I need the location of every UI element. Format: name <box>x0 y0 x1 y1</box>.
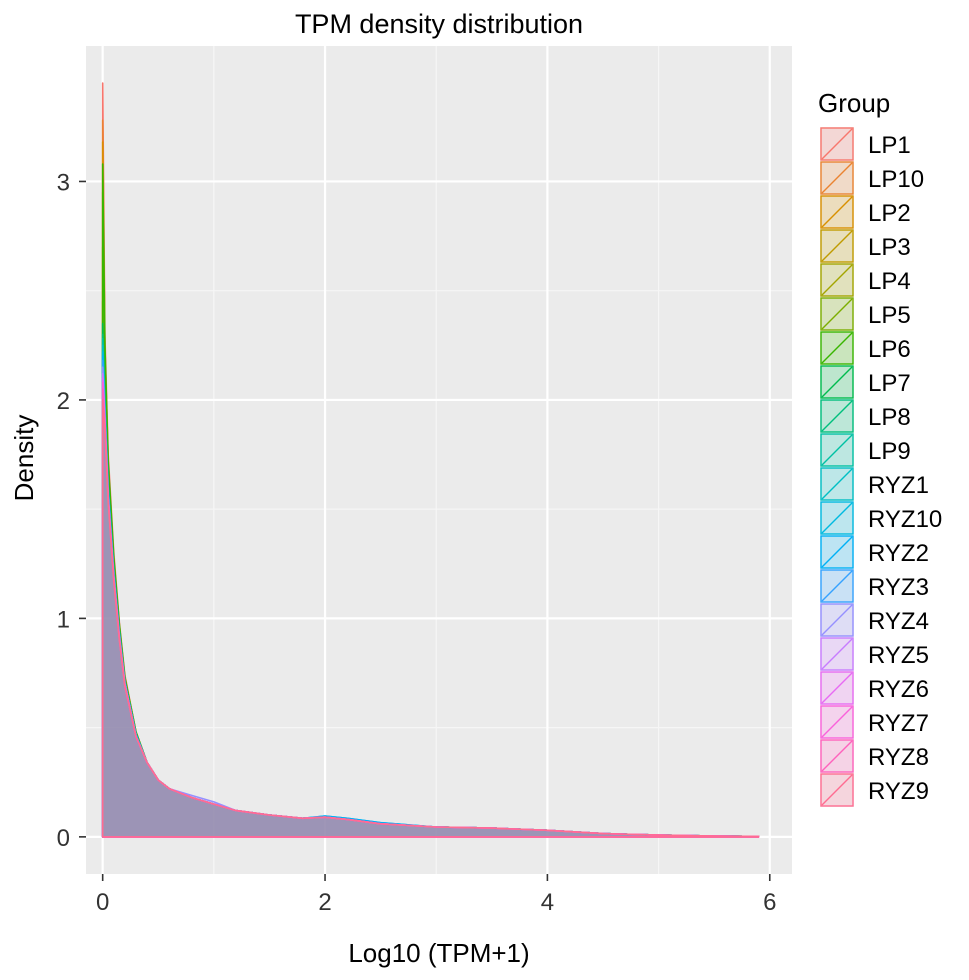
legend-key-slash <box>821 638 853 670</box>
legend-key-slash <box>821 196 853 228</box>
legend-key-slash <box>821 774 853 806</box>
y-tick-label: 2 <box>57 388 70 415</box>
y-axis-title: Density <box>9 415 39 502</box>
legend-label-lp5: LP5 <box>868 302 911 329</box>
axis-layer: 0 2 4 6 0 1 2 3 <box>57 169 777 916</box>
legend-key-slash <box>821 298 853 330</box>
x-tick-label: 4 <box>541 889 554 916</box>
legend-label-lp7: LP7 <box>868 370 911 397</box>
legend-label-ryz6: RYZ6 <box>868 676 929 703</box>
legend-key-slash <box>821 740 853 772</box>
x-tick-label: 2 <box>318 889 331 916</box>
legend-label-lp1: LP1 <box>868 132 911 159</box>
legend-key-slash <box>821 604 853 636</box>
y-tick-label: 3 <box>57 169 70 196</box>
legend-label-ryz1: RYZ1 <box>868 472 929 499</box>
legend-key-slash <box>821 434 853 466</box>
x-tick-label: 6 <box>763 889 776 916</box>
legend-title: Group <box>818 88 890 118</box>
legend-key-slash <box>821 230 853 262</box>
legend-label-lp6: LP6 <box>868 336 911 363</box>
legend-label-lp10: LP10 <box>868 166 924 193</box>
legend-label-ryz2: RYZ2 <box>868 540 929 567</box>
legend-label-ryz4: RYZ4 <box>868 608 929 635</box>
x-tick-label: 0 <box>96 889 109 916</box>
legend-key-slash <box>821 502 853 534</box>
legend-key-slash <box>821 468 853 500</box>
legend-key-slash <box>821 128 853 160</box>
legend-key-slash <box>821 570 853 602</box>
legend-label-ryz7: RYZ7 <box>868 710 929 737</box>
legend-label-ryz10: RYZ10 <box>868 506 942 533</box>
legend-label-lp8: LP8 <box>868 404 911 431</box>
x-axis-title: Log10 (TPM+1) <box>348 938 529 968</box>
legend-label-ryz8: RYZ8 <box>868 744 929 771</box>
legend-key-slash <box>821 400 853 432</box>
density-series-ryz9 <box>101 399 760 838</box>
legend-key-slash <box>821 332 853 364</box>
legend-label-ryz3: RYZ3 <box>868 574 929 601</box>
legend-key-slash <box>821 366 853 398</box>
legend-label-ryz5: RYZ5 <box>868 642 929 669</box>
legend-key-slash <box>821 672 853 704</box>
legend-key-slash <box>821 706 853 738</box>
plot-panel <box>86 46 792 874</box>
legend-key-slash <box>821 264 853 296</box>
chart-title: TPM density distribution <box>295 9 583 39</box>
legend-key-slash <box>821 536 853 568</box>
legend-label-lp4: LP4 <box>868 268 911 295</box>
legend-key-slash <box>821 162 853 194</box>
legend-label-lp2: LP2 <box>868 200 911 227</box>
legend: Group LP1 LP10 LP2 LP3 LP4 LP5 LP6 LP7 LP8 LP9 RYZ… <box>818 88 942 807</box>
series-layer <box>101 82 760 838</box>
legend-label-ryz9: RYZ9 <box>868 778 929 805</box>
y-tick-label: 0 <box>57 825 70 852</box>
y-tick-label: 1 <box>57 606 70 633</box>
legend-label-lp3: LP3 <box>868 234 911 261</box>
legend-label-lp9: LP9 <box>868 438 911 465</box>
